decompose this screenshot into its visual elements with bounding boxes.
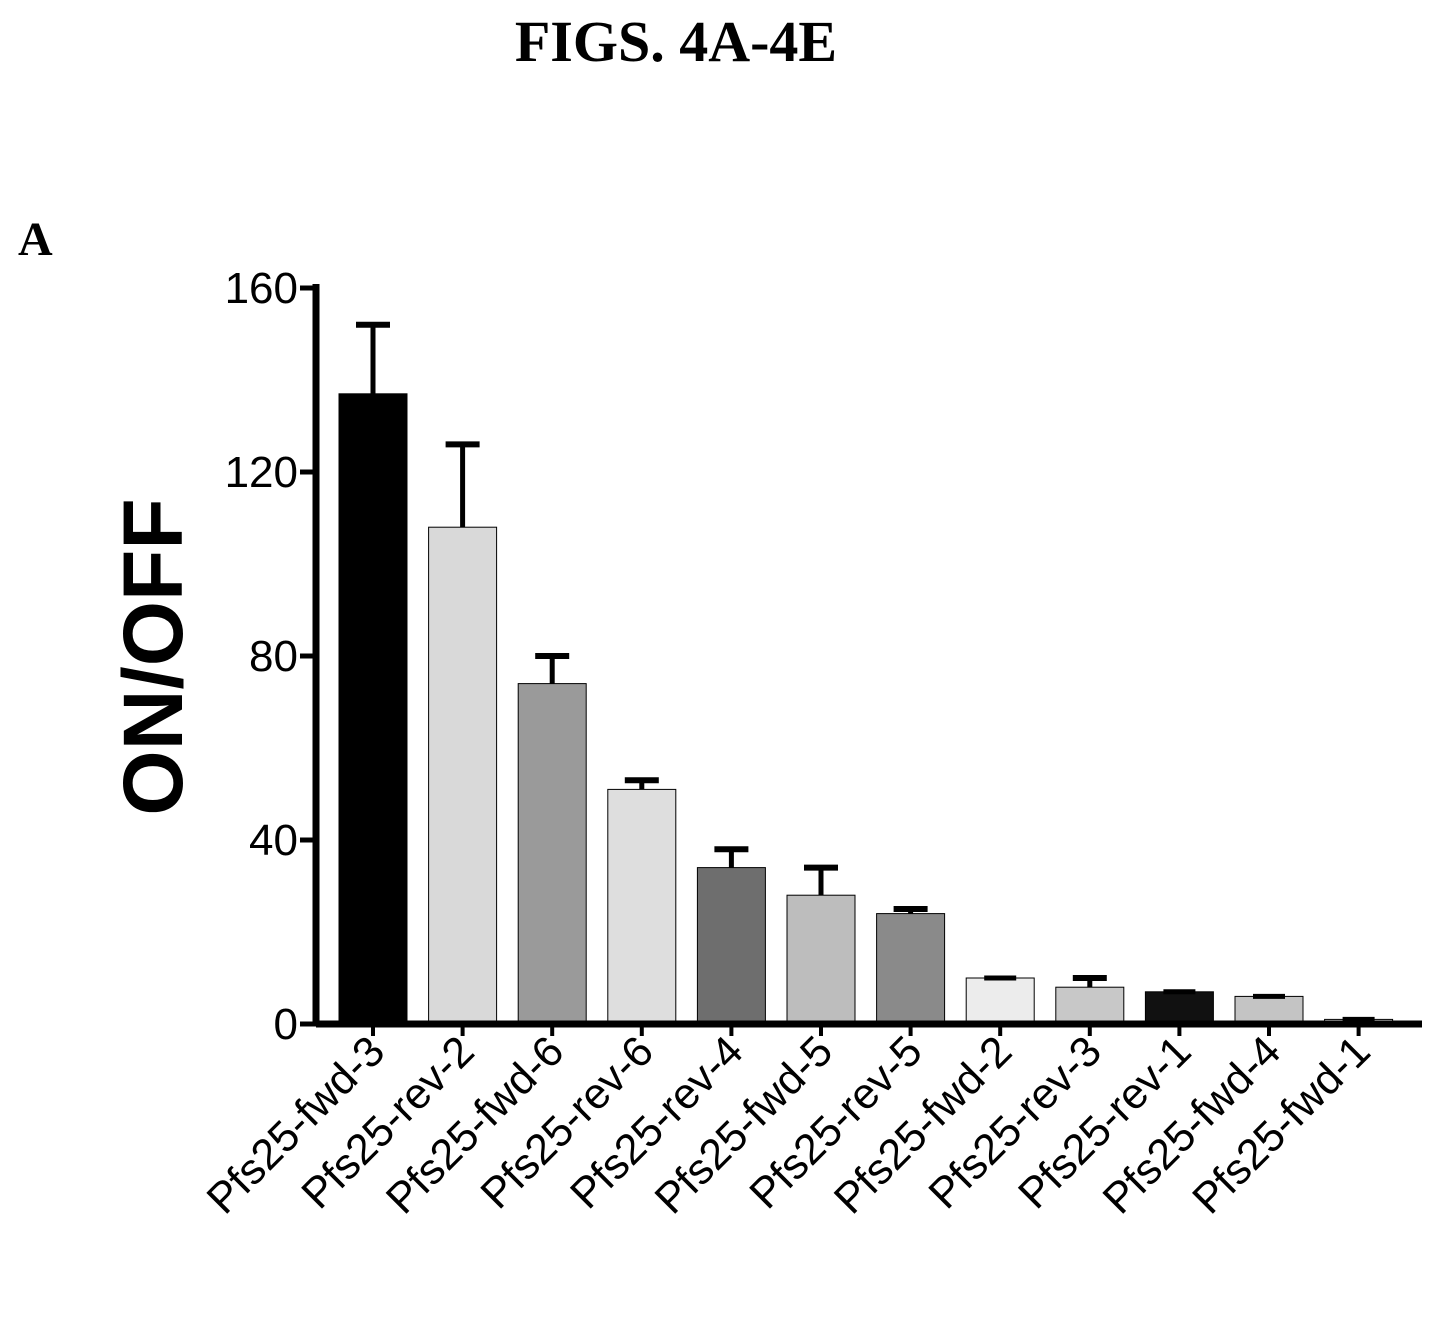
bar-pfs25-rev-4 [696, 867, 766, 1025]
figure-title: FIGS. 4A-4E [514, 9, 838, 74]
bar-pfs25-rev-6 [607, 788, 677, 1025]
bar-pfs25-fwd-4 [1234, 995, 1304, 1025]
y-tick-label: 80 [249, 632, 298, 681]
y-tick-label: 120 [225, 448, 298, 497]
y-tick-label: 160 [225, 264, 298, 313]
bar-pfs25-fwd-6 [517, 683, 587, 1025]
bar-pfs25-rev-5 [876, 913, 946, 1025]
bar-pfs25-rev-3 [1055, 986, 1125, 1025]
bar-pfs25-rev-2 [428, 526, 498, 1025]
bar-pfs25-fwd-5 [786, 894, 856, 1025]
panel-label: A [18, 213, 53, 266]
y-axis-label: ON/OFF [106, 498, 200, 815]
y-tick-label: 0 [274, 1000, 298, 1049]
bar-pfs25-rev-1 [1144, 991, 1214, 1025]
bar-pfs25-fwd-3 [338, 393, 408, 1025]
bar-pfs25-fwd-2 [965, 977, 1035, 1025]
y-tick-label: 40 [249, 816, 298, 865]
